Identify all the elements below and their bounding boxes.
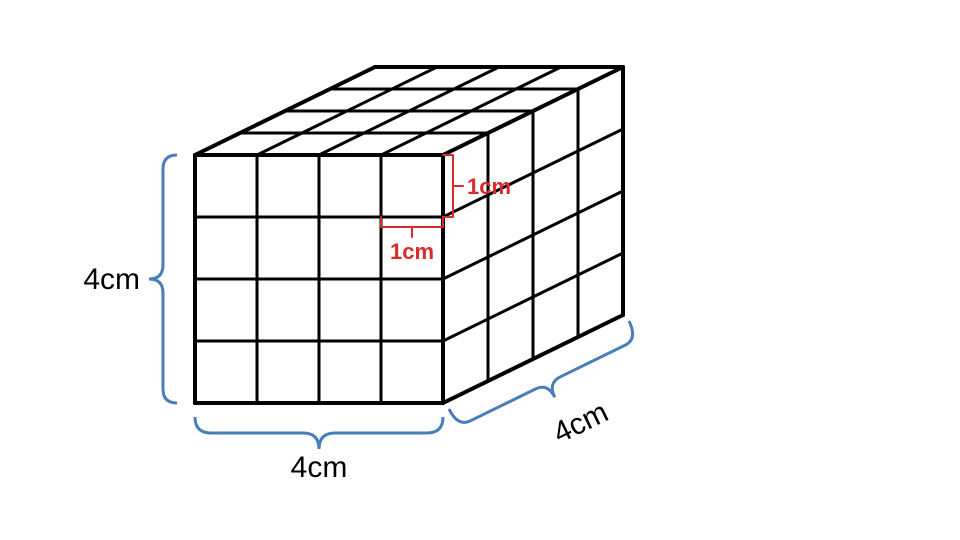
unit-label-v: 1cm [467, 174, 511, 199]
brace-bottom [195, 417, 443, 449]
label-bottom: 4cm [291, 451, 348, 484]
brace-left [149, 155, 177, 403]
label-left: 4cm [83, 263, 140, 296]
label-depth: 4cm [548, 396, 613, 451]
unit-label-h: 1cm [390, 239, 434, 264]
